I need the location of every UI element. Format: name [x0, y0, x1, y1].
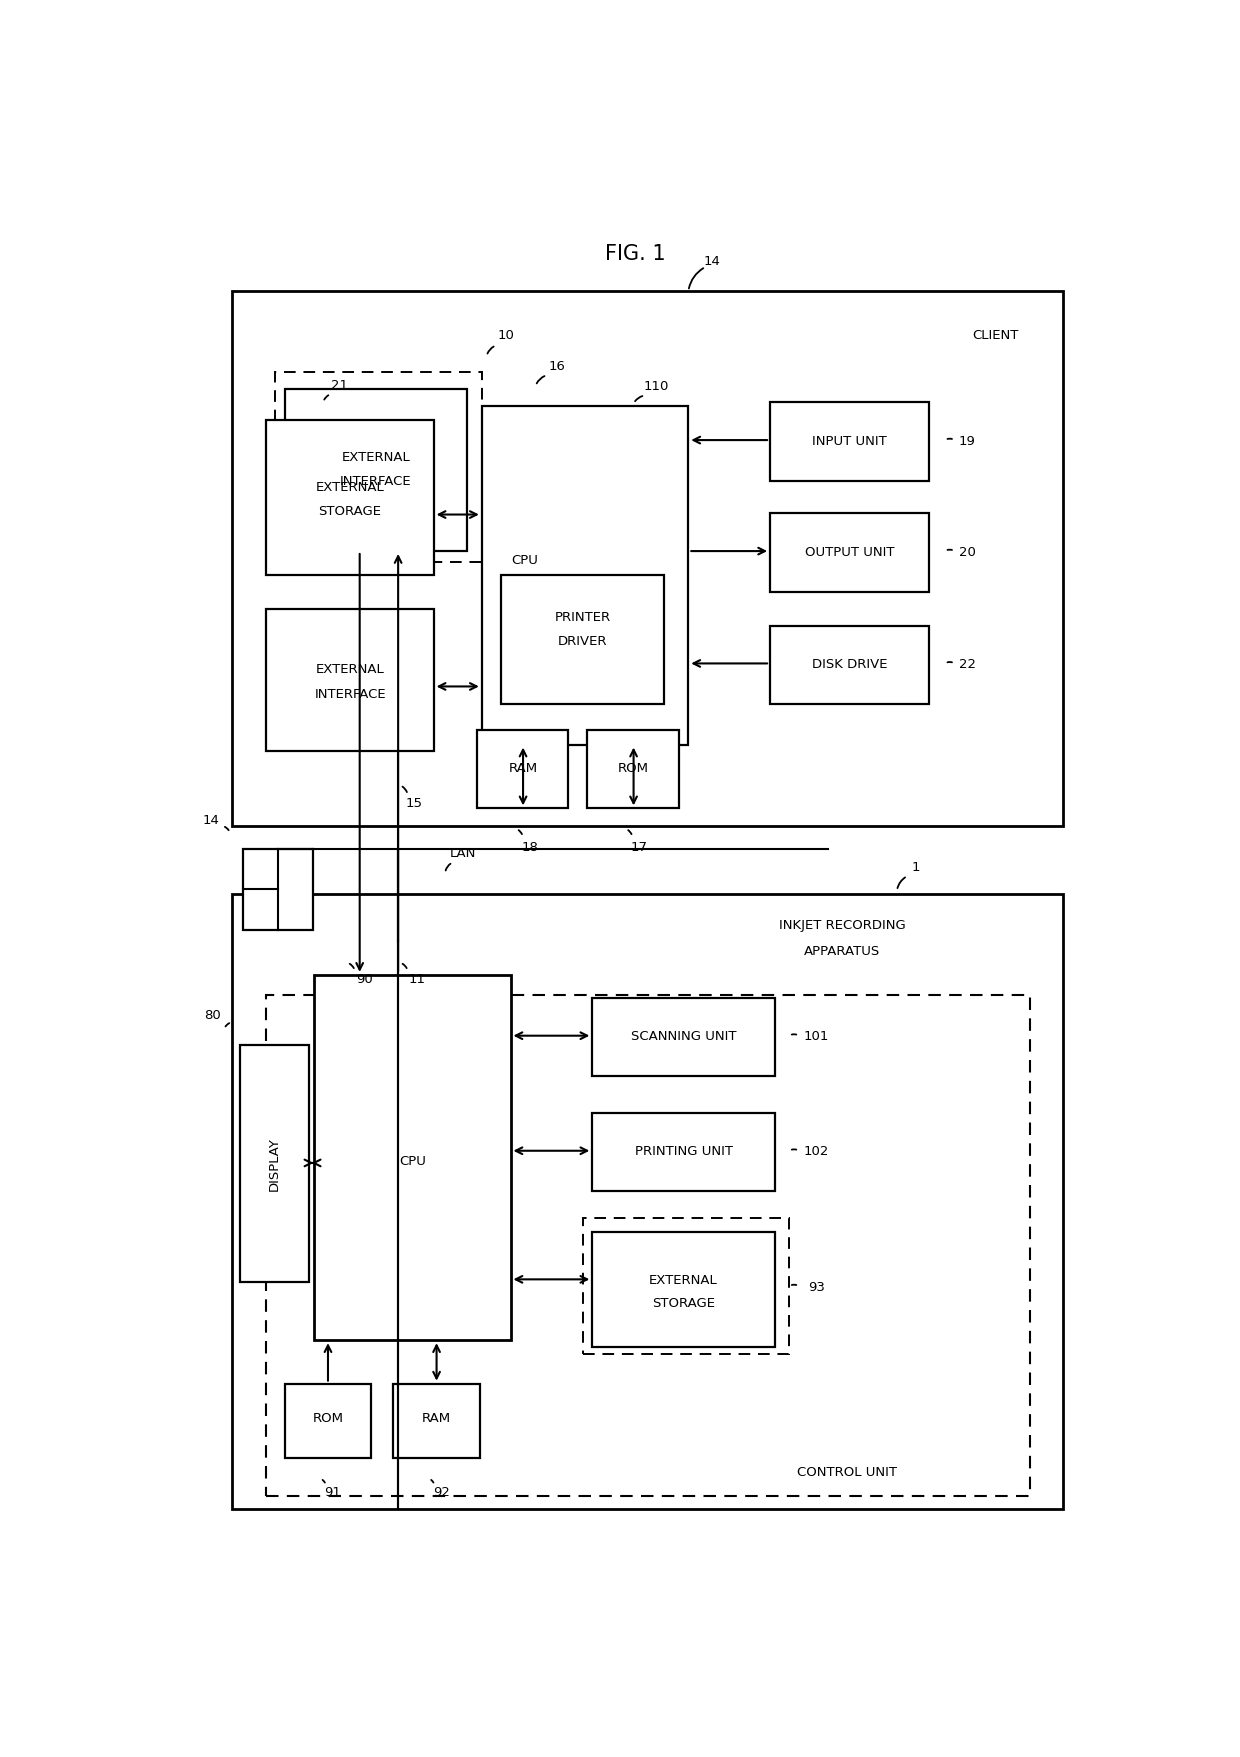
- Bar: [770, 402, 929, 481]
- Text: 17: 17: [631, 840, 647, 854]
- Text: INPUT UNIT: INPUT UNIT: [812, 434, 887, 448]
- Text: 101: 101: [804, 1030, 828, 1042]
- Text: 93: 93: [807, 1279, 825, 1293]
- Text: STORAGE: STORAGE: [319, 504, 382, 518]
- Bar: [393, 1385, 480, 1458]
- Bar: [243, 849, 312, 931]
- Text: 21: 21: [331, 380, 348, 392]
- Bar: [593, 998, 775, 1077]
- Text: DISPLAY: DISPLAY: [268, 1137, 280, 1189]
- Text: EXTERNAL: EXTERNAL: [650, 1274, 718, 1286]
- Text: 20: 20: [959, 545, 976, 559]
- Text: 22: 22: [959, 657, 976, 671]
- Text: 110: 110: [644, 380, 670, 394]
- Text: PRINTER: PRINTER: [554, 610, 611, 624]
- Text: INTERFACE: INTERFACE: [314, 687, 386, 701]
- Text: CLIENT: CLIENT: [972, 329, 1019, 343]
- Text: 11: 11: [409, 973, 425, 986]
- Bar: [285, 390, 467, 552]
- Text: LAN: LAN: [449, 847, 476, 859]
- Bar: [481, 408, 688, 745]
- Text: EXTERNAL: EXTERNAL: [316, 480, 384, 494]
- Text: DRIVER: DRIVER: [558, 634, 608, 648]
- Text: EXTERNAL: EXTERNAL: [316, 662, 384, 676]
- Bar: [477, 731, 568, 808]
- Bar: [239, 1045, 309, 1283]
- Bar: [593, 1232, 775, 1348]
- Text: ROM: ROM: [618, 763, 649, 775]
- Text: INTERFACE: INTERFACE: [340, 474, 412, 488]
- Bar: [285, 1385, 371, 1458]
- Bar: [314, 975, 511, 1341]
- Bar: [593, 1114, 775, 1191]
- Text: 102: 102: [804, 1144, 828, 1158]
- Text: 90: 90: [356, 973, 373, 986]
- Text: 15: 15: [405, 798, 423, 810]
- Text: 19: 19: [959, 434, 976, 448]
- Text: SCANNING UNIT: SCANNING UNIT: [631, 1030, 737, 1042]
- Bar: [770, 625, 929, 705]
- Bar: [265, 610, 434, 752]
- Bar: [583, 1219, 789, 1355]
- Text: 14: 14: [202, 813, 219, 826]
- Text: OUTPUT UNIT: OUTPUT UNIT: [805, 545, 894, 559]
- Text: 91: 91: [325, 1485, 341, 1499]
- Text: APPARATUS: APPARATUS: [804, 944, 880, 958]
- Text: INKJET RECORDING: INKJET RECORDING: [779, 919, 905, 931]
- Bar: [588, 731, 678, 808]
- Text: 1: 1: [911, 861, 920, 873]
- Text: 18: 18: [521, 840, 538, 854]
- Text: 14: 14: [704, 255, 720, 267]
- Text: EXTERNAL: EXTERNAL: [342, 450, 410, 464]
- Text: CONTROL UNIT: CONTROL UNIT: [797, 1465, 897, 1478]
- Text: PRINTING UNIT: PRINTING UNIT: [635, 1144, 733, 1158]
- Text: FIG. 1: FIG. 1: [605, 244, 666, 264]
- Text: CPU: CPU: [512, 553, 538, 566]
- Text: ROM: ROM: [312, 1411, 343, 1425]
- Bar: [275, 372, 481, 562]
- Bar: [232, 292, 1063, 826]
- Text: 10: 10: [497, 329, 515, 343]
- Bar: [501, 576, 665, 705]
- Bar: [265, 420, 434, 576]
- Bar: [265, 996, 1029, 1497]
- Text: CPU: CPU: [399, 1154, 427, 1167]
- Bar: [232, 894, 1063, 1509]
- Text: RAM: RAM: [508, 763, 538, 775]
- Text: DISK DRIVE: DISK DRIVE: [812, 657, 888, 671]
- Bar: [770, 513, 929, 592]
- Text: STORAGE: STORAGE: [652, 1297, 715, 1309]
- Text: 80: 80: [205, 1009, 221, 1021]
- Text: RAM: RAM: [422, 1411, 451, 1425]
- Text: 16: 16: [548, 360, 565, 372]
- Text: 92: 92: [433, 1485, 450, 1499]
